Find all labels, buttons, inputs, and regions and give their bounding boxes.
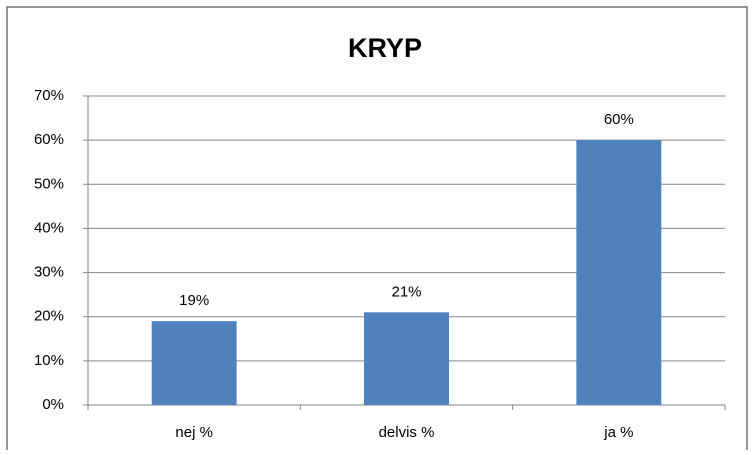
- x-tick-label: delvis %: [379, 424, 435, 441]
- y-tick-label: 40%: [34, 219, 64, 236]
- chart-border: [6, 6, 748, 450]
- y-tick-label: 30%: [34, 264, 64, 281]
- data-label: 60%: [604, 111, 634, 128]
- y-tick-label: 60%: [34, 131, 64, 148]
- x-tick-label: ja %: [603, 424, 633, 441]
- data-label: 21%: [391, 283, 421, 300]
- y-tick-label: 70%: [34, 87, 64, 104]
- x-tick-label: nej %: [175, 424, 213, 441]
- bar: [576, 140, 662, 405]
- bar: [364, 312, 449, 405]
- y-tick-label: 20%: [34, 308, 64, 325]
- y-tick-label: 10%: [34, 352, 64, 369]
- bar: [151, 321, 237, 405]
- data-label: 19%: [179, 292, 209, 309]
- y-tick-label: 0%: [42, 396, 64, 413]
- y-tick-label: 50%: [34, 175, 64, 192]
- chart-title: KRYP: [348, 33, 422, 63]
